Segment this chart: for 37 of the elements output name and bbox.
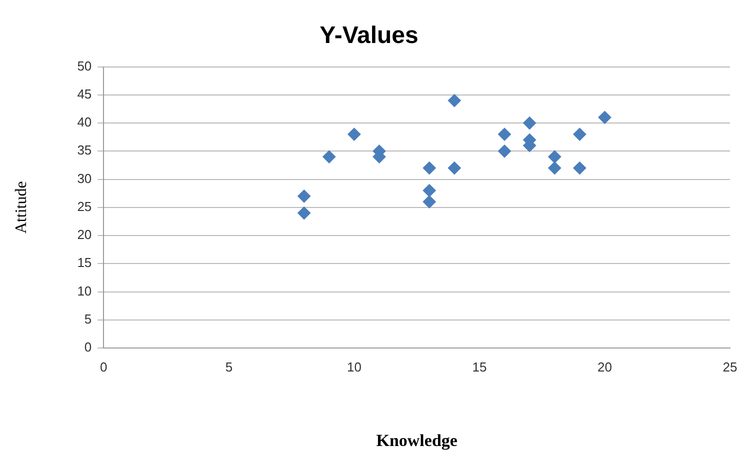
point (548, 150, 562, 164)
x-tick-label: 15 (472, 359, 487, 374)
point (448, 162, 461, 175)
point (422, 184, 436, 198)
y-axis-title: Attitude (12, 181, 30, 234)
x-tick-label: 0 (100, 359, 108, 374)
point (498, 144, 512, 158)
y-tick-label: 20 (77, 227, 92, 242)
point (573, 128, 586, 141)
point (598, 110, 612, 124)
y-tick-label: 30 (77, 170, 92, 186)
y-tick-label: 15 (77, 255, 92, 270)
point (422, 162, 436, 175)
y-tick-label: 35 (77, 142, 92, 158)
x-tick-label: 5 (225, 359, 233, 374)
point (348, 128, 361, 141)
y-tick-label: 25 (77, 198, 92, 214)
point (298, 206, 311, 220)
x-tick-label: 25 (722, 359, 738, 374)
point (548, 162, 562, 175)
point (498, 128, 512, 141)
chart-title: Y-Values (320, 22, 418, 50)
point (322, 150, 336, 164)
point (422, 195, 436, 208)
y-tick-label: 40 (77, 114, 92, 130)
y-tick-label: 50 (77, 58, 92, 74)
y-tick-label: 45 (77, 86, 92, 102)
point (448, 94, 461, 108)
x-tick-label: 20 (598, 359, 612, 374)
x-axis-title: Knowledge (376, 431, 458, 450)
y-tick-label: 5 (84, 311, 92, 326)
y-tick-label: 0 (84, 340, 92, 355)
point (298, 190, 311, 203)
point (523, 116, 536, 130)
point (573, 162, 586, 175)
x-tick-label: 10 (346, 359, 362, 374)
y-tick-label: 10 (77, 283, 92, 298)
